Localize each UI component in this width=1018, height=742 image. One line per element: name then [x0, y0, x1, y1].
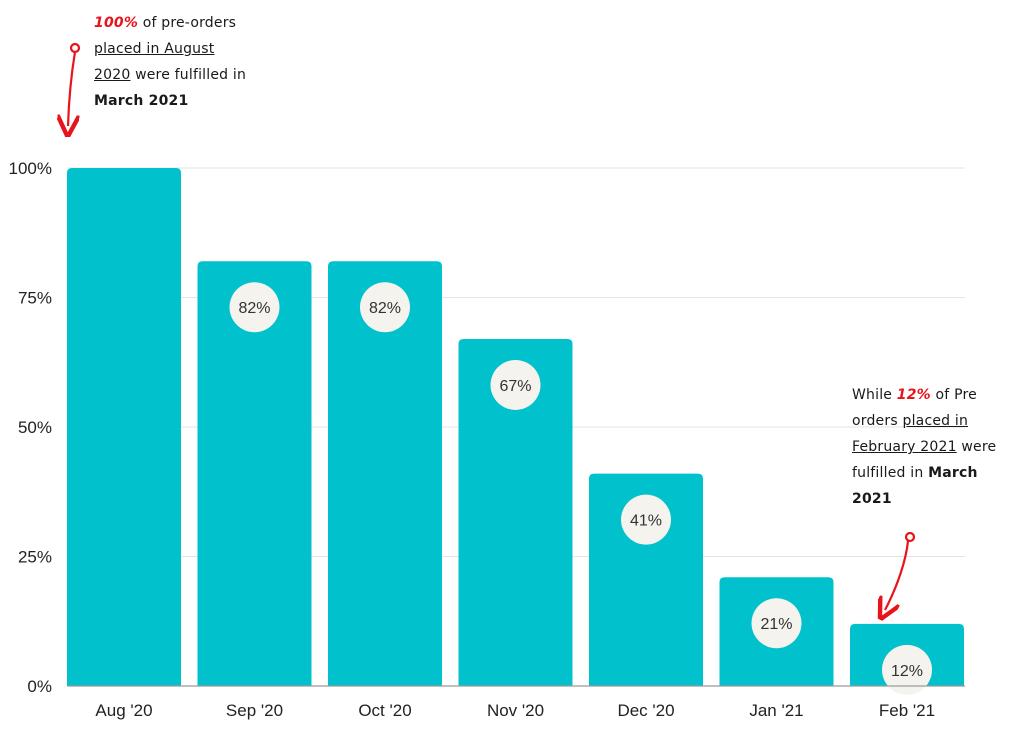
- x-tick-label: Oct '20: [358, 701, 411, 720]
- data-label: 41%: [630, 513, 662, 530]
- annotation-line: While 12% of Pre: [852, 382, 996, 408]
- bar: [589, 473, 703, 686]
- annotation-february: While 12% of Pre orders placed in February…: [852, 382, 996, 512]
- x-tick-label: Jan '21: [749, 701, 803, 720]
- annotation-segment: February 2021: [852, 439, 957, 455]
- data-label: 21%: [760, 616, 792, 633]
- annotation-segment: 100%: [94, 15, 139, 31]
- data-label: 67%: [499, 378, 531, 395]
- x-tick-label: Nov '20: [487, 701, 544, 720]
- annotation-segment: March 2021: [94, 93, 189, 109]
- annotation-line: 2021: [852, 486, 996, 512]
- annotation-line: February 2021 were: [852, 434, 996, 460]
- annotation-line: orders placed in: [852, 408, 996, 434]
- annotation-segment: placed in: [902, 413, 969, 429]
- bar: [67, 168, 181, 686]
- annotation-line: 2020 were fulfilled in: [94, 62, 246, 88]
- data-labels: 82% 82% 67% 41% 21% 12%: [229, 282, 932, 695]
- arrow-right-start: [904, 531, 916, 543]
- arrow-left-start: [69, 42, 81, 54]
- annotation-segment: 2021: [852, 491, 892, 507]
- data-label: 82%: [369, 300, 401, 317]
- y-tick-label: 25%: [18, 548, 52, 567]
- data-label-bubble: [490, 359, 541, 410]
- annotation-segment: March: [928, 465, 978, 481]
- data-label: 12%: [891, 663, 923, 680]
- annotation-arrows: [68, 42, 916, 610]
- annotation-line: 100% of pre-orders: [94, 10, 246, 36]
- annotation-segment: 12%: [896, 387, 931, 403]
- data-label-bubble: [360, 282, 410, 333]
- annotation-segment: of pre-orders: [138, 15, 237, 31]
- data-label-bubble: [751, 598, 802, 649]
- bar: [197, 261, 312, 686]
- annotation-line: March 2021: [94, 88, 246, 114]
- y-tick-label: 0%: [27, 677, 52, 696]
- x-tick-label: Aug '20: [95, 701, 152, 720]
- annotation-segment: 2020: [94, 67, 131, 83]
- data-label-bubble: [229, 282, 280, 333]
- annotation-segment: were fulfilled in: [130, 67, 247, 83]
- data-label-bubble: [621, 494, 671, 545]
- annotation-segment: fulfilled in: [852, 465, 929, 481]
- annotation-segment: While: [852, 387, 897, 403]
- annotation-segment: were: [956, 439, 997, 455]
- arrow-left: [68, 51, 75, 126]
- annotation-segment: of Pre: [930, 387, 977, 403]
- y-tick-label: 100%: [9, 159, 52, 178]
- y-tick-label: 50%: [18, 418, 52, 437]
- arrow-right: [885, 540, 910, 610]
- axes: 0% 25% 50% 75% 100% Aug '20 Sep '20 Oct '20 Nov …: [9, 159, 965, 720]
- x-tick-label: Dec '20: [617, 701, 674, 720]
- x-tick-label: Feb '21: [879, 701, 935, 720]
- data-label-bubble: [882, 644, 932, 695]
- bar: [458, 338, 573, 686]
- annotation-segment: placed in August: [94, 41, 215, 57]
- data-label: 82%: [238, 300, 270, 317]
- annotation-segment: orders: [852, 413, 903, 429]
- annotation-august: 100% of pre-orders placed in August 2020 w…: [94, 10, 246, 114]
- x-tick-label: Sep '20: [226, 701, 283, 720]
- annotation-line: fulfilled in March: [852, 460, 996, 486]
- bar: [328, 261, 442, 686]
- y-tick-label: 75%: [18, 289, 52, 308]
- annotation-line: placed in August: [94, 36, 246, 62]
